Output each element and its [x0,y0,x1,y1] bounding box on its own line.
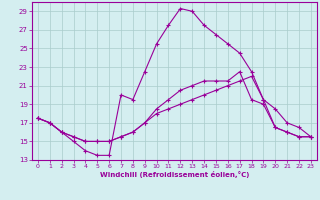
X-axis label: Windchill (Refroidissement éolien,°C): Windchill (Refroidissement éolien,°C) [100,171,249,178]
